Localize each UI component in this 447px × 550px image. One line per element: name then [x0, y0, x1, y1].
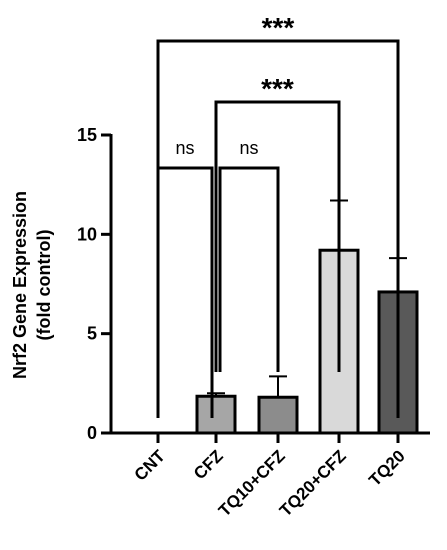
y-tick-label: 10	[77, 224, 97, 244]
y-axis-title: Nrf2 Gene Expression (fold control)	[10, 191, 54, 379]
significance-label: ns	[175, 138, 194, 158]
bar	[257, 395, 299, 435]
category-label: TQ20	[365, 446, 409, 490]
y-tick-label: 5	[87, 324, 97, 344]
significance-bracket	[214, 100, 341, 372]
y-axis-title-line1: Nrf2 Gene Expression	[10, 191, 30, 379]
significance-bracket	[156, 39, 400, 418]
bar	[195, 394, 237, 435]
axes: 0 5 10 15	[77, 125, 430, 443]
significance-label: ***	[262, 12, 295, 43]
significance-bracket	[218, 166, 280, 372]
significance-brackets: ns ns *** ***	[156, 12, 400, 418]
y-tick-label: 0	[87, 423, 97, 443]
y-axis-title-line2: (fold control)	[34, 230, 54, 341]
error-bars	[207, 199, 407, 398]
significance-label: ***	[261, 73, 294, 104]
significance-label: ns	[239, 138, 258, 158]
y-tick-label: 15	[77, 125, 97, 145]
significance-bracket	[156, 166, 214, 418]
category-label: CFZ	[190, 446, 227, 483]
category-label: CNT	[131, 446, 170, 485]
bars	[195, 248, 419, 435]
category-label: TQ20+CFZ	[276, 446, 350, 520]
